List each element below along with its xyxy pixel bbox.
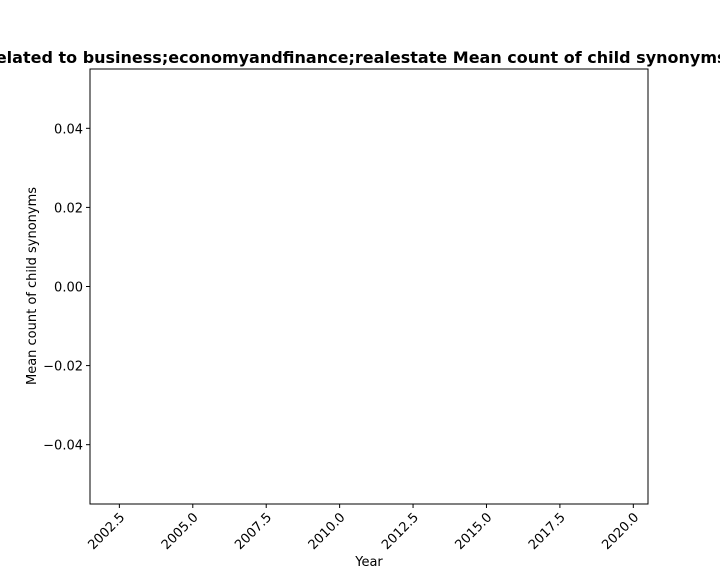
x-tick-label: 2015.0 [453, 510, 496, 553]
x-tick-label: 2010.0 [306, 510, 349, 553]
y-tick-label: −0.04 [43, 439, 83, 454]
y-tick-label: 0.02 [54, 201, 83, 216]
y-axis-label: Mean count of child synonyms [25, 187, 40, 385]
x-tick-label: 2002.5 [85, 510, 128, 553]
y-axis: 0.04 0.02 0.00 −0.02 −0.04 [43, 122, 90, 454]
x-tick-label: 2005.0 [159, 510, 202, 553]
x-tick-label: 2017.5 [526, 510, 569, 553]
y-tick-label: 0.04 [54, 122, 83, 137]
x-axis-label: Year [354, 555, 383, 570]
plot-area [89, 68, 649, 505]
y-tick-label: −0.02 [43, 360, 83, 375]
x-tick-label: 2007.5 [232, 510, 275, 553]
x-tick-label: 2012.5 [379, 510, 422, 553]
y-tick-label: 0.00 [54, 281, 83, 296]
chart-title: Related to business;economyandfinance;re… [0, 48, 720, 67]
x-axis: 2002.5 2005.0 2007.5 2010.0 2012.5 2015.0 2017… [85, 504, 642, 553]
x-tick-label: 2020.0 [599, 510, 642, 553]
